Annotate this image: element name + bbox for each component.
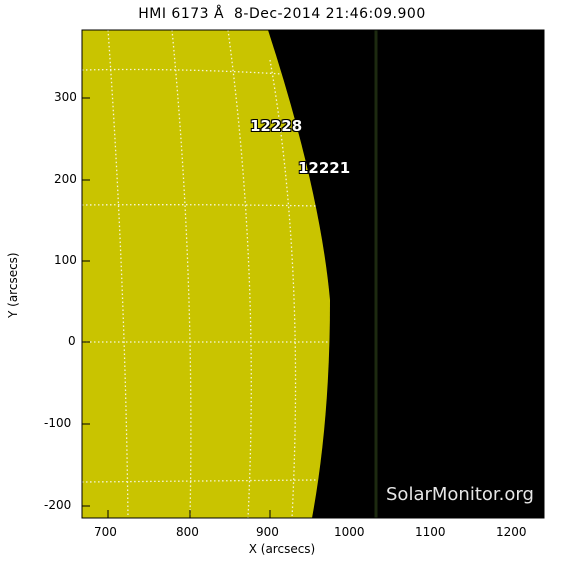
- x-tick-label: 800: [176, 525, 199, 539]
- x-tick-label: 1100: [415, 525, 446, 539]
- y-axis-label: Y (arcsecs): [6, 252, 20, 318]
- y-tick-label: 300: [54, 90, 77, 104]
- image-title: HMI 6173 Å 8-Dec-2014 21:46:09.900: [138, 6, 426, 22]
- y-tick-label: 100: [54, 253, 77, 267]
- x-tick-label: 900: [256, 525, 279, 539]
- heliographic-grid: [82, 30, 330, 518]
- y-tick-label: -100: [44, 416, 72, 430]
- axis-ticks: [82, 97, 515, 518]
- active-region-label: 12221: [298, 159, 351, 177]
- y-tick-label: 200: [54, 172, 77, 186]
- plot-frame: [81, 29, 545, 519]
- watermark: SolarMonitor.org: [386, 484, 534, 505]
- y-tick-label: -200: [44, 498, 72, 512]
- solar-disk: [82, 30, 330, 518]
- x-tick-label: 700: [94, 525, 117, 539]
- active-region-label: 12228: [250, 117, 303, 135]
- x-tick-label: 1000: [334, 525, 365, 539]
- x-tick-label: 1200: [496, 525, 527, 539]
- y-tick-label: 0: [68, 334, 76, 348]
- x-axis-label: X (arcsecs): [248, 542, 316, 556]
